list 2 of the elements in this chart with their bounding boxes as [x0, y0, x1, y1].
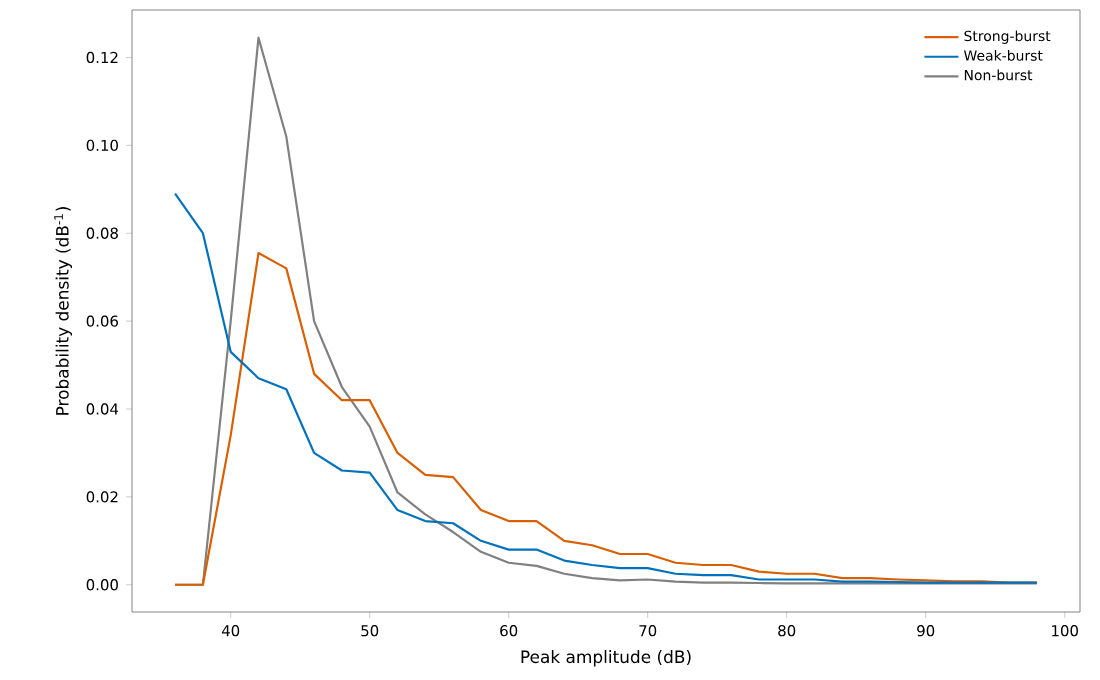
y-axis-title: Probability density (dB$^{-1}$) [54, 207, 73, 415]
x-axis-title: Peak amplitude (dB) [521, 650, 691, 667]
